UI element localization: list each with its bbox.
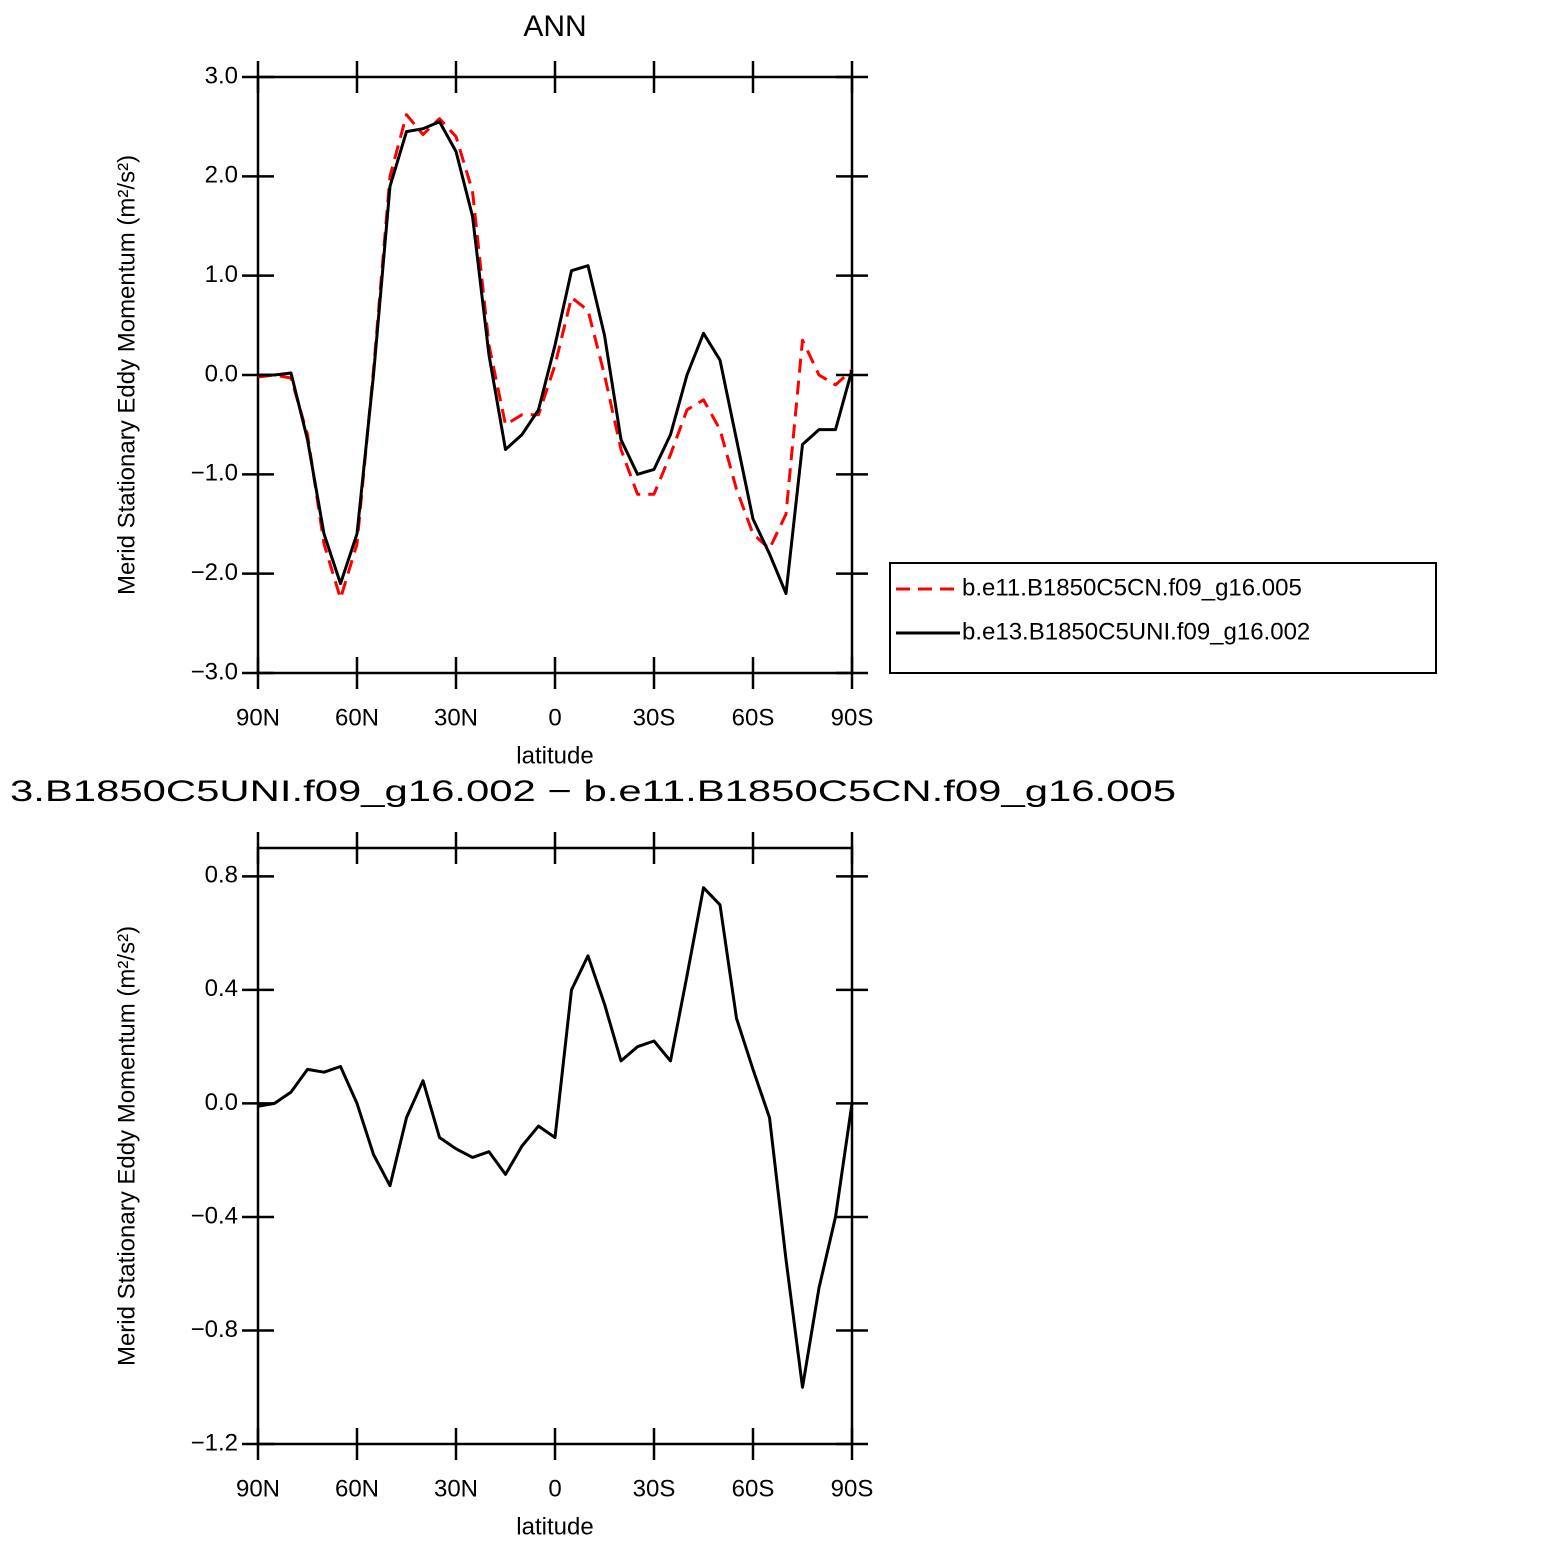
x-tick-label: 60S	[732, 1475, 775, 1502]
chart-title: ANN	[523, 10, 586, 43]
x-tick-label: 60N	[335, 704, 379, 731]
x-tick-label: 30N	[434, 1475, 478, 1502]
plot-frame	[256, 75, 854, 675]
x-tick-label: 30S	[633, 1475, 676, 1502]
x-tick-label: 90S	[831, 1475, 874, 1502]
x-tick-label: 60N	[335, 1475, 379, 1502]
data-line	[257, 886, 854, 1389]
data-line	[257, 113, 854, 600]
legend-label: b.e11.B1850C5CN.f09_g16.005	[962, 574, 1302, 601]
x-tick-label: 60S	[732, 704, 775, 731]
y-tick-label: 3.0	[205, 62, 238, 89]
x-tick-label: 30S	[633, 704, 676, 731]
y-tick-label: 2.0	[205, 162, 238, 189]
x-tick-label: 90N	[236, 704, 280, 731]
y-tick-label: −1.0	[191, 460, 238, 487]
x-tick-label: 90N	[236, 1475, 280, 1502]
plot-frame	[256, 846, 854, 1446]
legend-label: b.e13.B1850C5UNI.f09_g16.002	[962, 618, 1310, 645]
x-tick-label: 0	[548, 1475, 561, 1502]
y-tick-label: 1.0	[205, 261, 238, 288]
legend-box	[889, 562, 1437, 674]
x-tick-label: 30N	[434, 704, 478, 731]
x-tick-label: 90S	[831, 704, 874, 731]
y-tick-label: 0.0	[205, 1089, 238, 1116]
y-tick-label: −0.8	[191, 1316, 238, 1343]
x-axis-title: latitude	[516, 742, 593, 769]
y-axis-title: Merid Stationary Eddy Momentum (m²/s²)	[113, 155, 140, 595]
y-tick-label: −1.2	[191, 1429, 238, 1456]
y-tick-label: 0.0	[205, 360, 238, 387]
y-tick-label: −2.0	[191, 559, 238, 586]
y-tick-label: −3.0	[191, 658, 238, 685]
y-axis-title: Merid Stationary Eddy Momentum (m²/s²)	[113, 926, 140, 1366]
data-line	[258, 120, 854, 595]
x-axis-title: latitude	[516, 1513, 593, 1540]
chart-title: 3.B1850C5UNI.f09_g16.002 − b.e11.B1850C5…	[10, 775, 1176, 808]
y-tick-label: 0.8	[205, 862, 238, 889]
y-tick-label: 0.4	[205, 975, 238, 1002]
y-tick-label: −0.4	[191, 1202, 238, 1229]
x-tick-label: 0	[548, 704, 561, 731]
